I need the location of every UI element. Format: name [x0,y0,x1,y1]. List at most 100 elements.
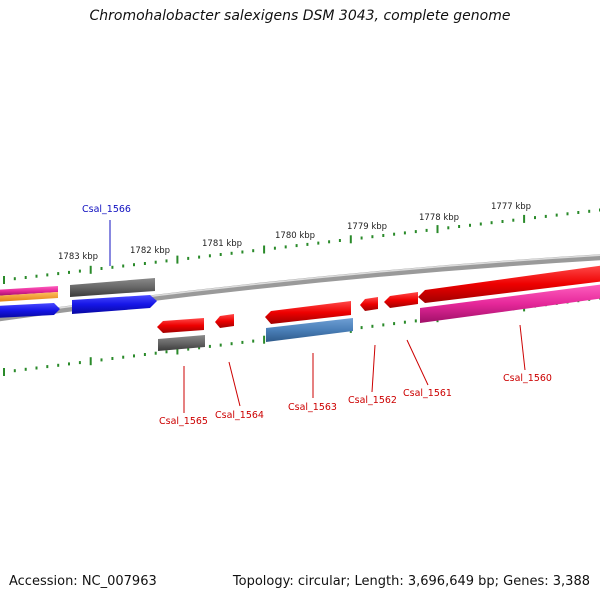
ruler-minor-tick [208,254,211,258]
ruler-minor-tick [133,354,135,358]
ruler-label: 1781 kbp [202,239,242,249]
ruler-minor-tick [371,324,374,328]
ruler-minor-tick [230,251,233,255]
ruler-label: 1779 kbp [347,222,387,232]
ruler-major-tick [89,265,92,274]
ruler-minor-tick [187,347,190,351]
ruler-minor-tick [447,226,450,230]
gene-label-csal-1562[interactable]: Csal_1562 [348,395,397,406]
ruler-minor-tick [512,218,515,222]
ruler-minor-tick [360,326,363,330]
gene-label-csal-1563[interactable]: Csal_1563 [288,402,337,413]
ruler-minor-tick [328,240,331,244]
ruler-minor-tick [24,276,27,279]
ruler-minor-tick [403,320,406,324]
gene-feature-csal-1562[interactable] [360,297,378,311]
ruler-major-tick [3,276,5,284]
ruler-minor-tick [57,272,60,276]
ruler-minor-tick [57,363,60,367]
ruler-major-tick [176,346,179,355]
gene-feature-csal-1560[interactable] [420,284,600,323]
ruler-minor-tick [13,277,16,281]
ruler-minor-tick [252,339,255,343]
ruler-major-tick [3,368,5,376]
ruler-minor-tick [425,228,428,232]
ruler-minor-tick [219,253,222,256]
ruler-minor-tick [78,361,81,365]
ruler-minor-tick [100,267,103,270]
ruler-minor-tick [382,234,385,237]
ruler-minor-tick [403,231,406,235]
ruler-minor-tick [165,350,168,354]
ruler-minor-tick [13,369,16,373]
ruler-minor-tick [208,344,211,348]
ruler-minor-tick [371,235,374,239]
ruler-minor-tick [154,260,157,264]
ruler-minor-tick [588,209,591,213]
ruler-minor-tick [501,220,504,223]
ruler-minor-tick [230,342,233,346]
ruler-minor-tick [577,211,580,214]
ruler-minor-tick [143,353,146,356]
ruler-major-tick [263,245,266,254]
ruler-minor-tick [241,250,244,254]
ruler-minor-tick [382,323,385,327]
gene-feature-blue-right[interactable] [72,295,157,314]
ruler-minor-tick [46,365,49,369]
ruler-minor-tick [35,274,38,278]
ruler-minor-tick [360,236,363,240]
gene-feature-csal-1564[interactable] [215,314,234,328]
ruler-major-tick [523,214,526,223]
ruler-minor-tick [187,256,190,260]
ruler-minor-tick [317,241,320,245]
gene-feature-csal-1563-steelblue[interactable] [266,318,353,342]
ruler-minor-tick [122,355,125,359]
gene-callout-lines [109,220,526,413]
ruler-minor-tick [111,265,114,269]
ruler-minor-tick [68,362,70,366]
ruler-minor-tick [393,322,396,326]
gene-label-csal-1564[interactable]: Csal_1564 [215,410,264,421]
ruler-minor-tick [469,223,471,227]
ruler-minor-tick [490,221,493,225]
ruler-minor-tick [338,239,341,242]
gene-feature-csal-1561[interactable] [384,292,418,308]
ruler-major-tick [176,255,179,264]
gene-label-csal-1566[interactable]: Csal_1566 [82,204,131,215]
ruler-minor-tick [534,216,536,220]
gene-feature-csal-1566[interactable] [70,278,155,297]
gene-feature-blue-left[interactable] [0,303,60,318]
gene-label-csal-1565[interactable]: Csal_1565 [159,416,208,427]
ruler-minor-tick [393,232,396,236]
ruler-minor-tick [295,244,298,248]
accession-text: Accession: NC_007963 [9,574,157,589]
ruler-major-tick [436,225,439,234]
ruler-minor-tick [555,213,558,217]
gene-feature-csal-1563[interactable] [265,301,351,324]
ruler-minor-tick [544,214,547,218]
gene-feature-csal-1565[interactable] [157,318,204,333]
gene-feature-csal-1565-gray[interactable] [158,335,205,351]
ruler-minor-tick [24,367,27,371]
ruler-minor-tick [122,264,125,268]
gene-feature-csal-1560-upper[interactable] [418,265,600,303]
gene-feature-orange[interactable] [0,292,58,302]
ruler-minor-tick [458,225,461,228]
ruler-minor-tick [252,249,255,253]
gene-label-csal-1560[interactable]: Csal_1560 [503,373,552,384]
ruler-major-tick [89,357,92,366]
ruler-minor-tick [165,259,168,263]
ruler-major-tick [263,335,266,344]
ruler-label: 1783 kbp [58,252,98,262]
ruler-minor-tick [35,366,38,370]
ruler-minor-tick [100,358,103,362]
genome-summary-text: Topology: circular; Length: 3,696,649 bp… [232,574,590,589]
ruler-minor-tick [414,319,417,323]
ruler-minor-tick [198,255,201,259]
ruler-minor-tick [46,273,49,277]
gene-feature-pink[interactable] [0,286,58,296]
ruler-minor-tick [68,270,70,274]
gene-label-csal-1561[interactable]: Csal_1561 [403,388,452,399]
ruler-minor-tick [479,222,482,226]
